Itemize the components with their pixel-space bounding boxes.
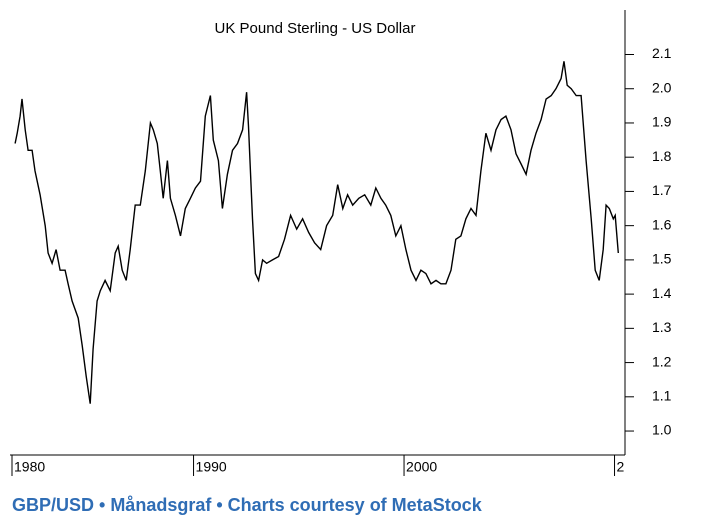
- y-tick-label: 1.2: [652, 353, 672, 369]
- y-tick-label: 1.5: [652, 251, 672, 267]
- y-tick-label: 1.4: [652, 285, 672, 301]
- chart-title: UK Pound Sterling - US Dollar: [215, 20, 416, 37]
- y-tick-label: 2.1: [652, 45, 672, 61]
- price-line: [14, 61, 619, 404]
- y-tick-label: 1.8: [652, 148, 672, 164]
- x-tick-label: 2010: [617, 459, 648, 475]
- x-tick-label: 1980: [14, 459, 45, 475]
- caption: GBP/USD • Månadsgraf • Charts courtesy o…: [12, 495, 483, 515]
- x-tick-label: 1990: [196, 459, 227, 475]
- y-tick-label: 1.0: [652, 422, 672, 438]
- y-tick-label: 1.3: [652, 319, 672, 335]
- y-tick-label: 1.9: [652, 114, 672, 130]
- y-tick-label: 1.1: [652, 388, 672, 404]
- x-ticks: 1980 1990 2000 2010: [11, 455, 648, 476]
- y-tick-label: 1.7: [652, 182, 672, 198]
- y-tick-label: 1.6: [652, 216, 672, 232]
- x-tick-label: 2000: [406, 459, 437, 475]
- y-tick-label: 2.0: [652, 79, 672, 95]
